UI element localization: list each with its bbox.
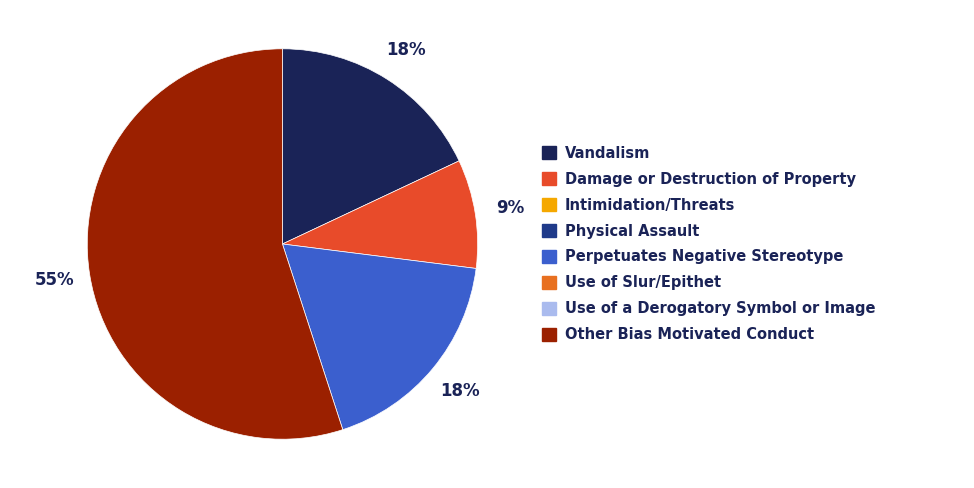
Wedge shape <box>282 161 477 268</box>
Wedge shape <box>282 49 459 244</box>
Text: 9%: 9% <box>496 199 524 217</box>
Text: 55%: 55% <box>35 271 75 289</box>
Text: 18%: 18% <box>386 41 426 59</box>
Wedge shape <box>88 49 343 439</box>
Wedge shape <box>282 244 476 429</box>
Text: 18%: 18% <box>440 382 480 400</box>
Legend: Vandalism, Damage or Destruction of Property, Intimidation/Threats, Physical Ass: Vandalism, Damage or Destruction of Prop… <box>542 146 876 342</box>
